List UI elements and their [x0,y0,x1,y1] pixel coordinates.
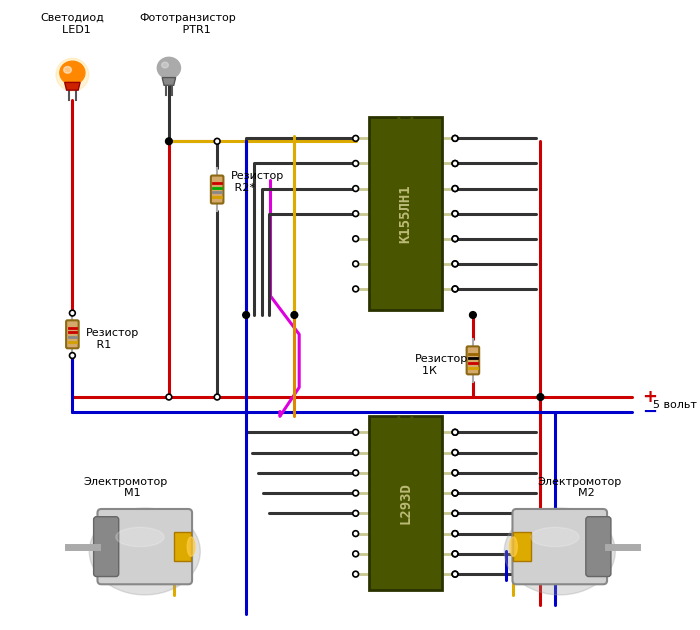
Circle shape [452,236,458,242]
Circle shape [452,135,458,141]
Circle shape [452,161,458,166]
Circle shape [452,161,458,166]
Circle shape [353,571,358,577]
Circle shape [69,353,76,358]
Ellipse shape [116,527,164,547]
Circle shape [452,211,458,217]
Polygon shape [64,83,80,90]
Bar [513,532,531,561]
Circle shape [470,312,476,318]
Circle shape [353,261,358,266]
Ellipse shape [504,508,615,595]
Circle shape [452,530,458,537]
Text: Электромотор
    М2: Электромотор М2 [537,477,621,498]
Circle shape [537,394,544,401]
Ellipse shape [56,59,89,91]
FancyBboxPatch shape [97,509,192,584]
Circle shape [353,161,358,166]
FancyBboxPatch shape [94,517,119,576]
Circle shape [452,450,458,455]
Circle shape [353,450,358,455]
Ellipse shape [90,508,200,595]
Circle shape [353,530,358,537]
Circle shape [353,236,358,242]
Circle shape [69,310,76,316]
Circle shape [452,490,458,496]
FancyBboxPatch shape [586,517,611,576]
Text: Резистор
 R2*: Резистор R2* [231,171,284,193]
Text: Светодиод
  LED1: Светодиод LED1 [41,13,104,35]
Circle shape [452,261,458,266]
Circle shape [452,186,458,192]
Circle shape [452,186,458,192]
Text: Резистор
  1К: Резистор 1К [415,355,468,376]
Bar [174,532,191,561]
Ellipse shape [510,537,517,556]
Circle shape [353,286,358,292]
Text: Резистор
   R1: Резистор R1 [86,328,139,350]
Circle shape [166,394,172,400]
Circle shape [452,470,458,476]
Circle shape [452,236,458,242]
Circle shape [243,312,249,318]
Text: L293D: L293D [398,482,412,524]
Bar [369,117,442,310]
Circle shape [214,394,220,400]
Text: К155ЛН1: К155ЛН1 [398,185,412,243]
Circle shape [452,571,458,577]
Circle shape [452,286,458,292]
Circle shape [353,211,358,217]
Circle shape [353,135,358,141]
Circle shape [452,510,458,516]
Circle shape [452,470,458,476]
Polygon shape [162,77,176,85]
Circle shape [452,211,458,217]
Ellipse shape [64,67,71,73]
Text: Фототранзистор
     PTR1: Фототранзистор PTR1 [140,13,237,35]
Circle shape [452,135,458,141]
Circle shape [452,450,458,455]
FancyBboxPatch shape [211,176,223,203]
Circle shape [452,551,458,557]
Circle shape [452,261,458,266]
Circle shape [452,430,458,435]
Circle shape [165,138,172,145]
Ellipse shape [187,537,195,556]
Text: +: + [642,388,657,406]
Circle shape [353,490,358,496]
Circle shape [452,510,458,516]
Bar [369,416,442,590]
Circle shape [353,430,358,435]
Circle shape [452,490,458,496]
FancyBboxPatch shape [467,346,480,374]
Text: −: − [642,403,657,420]
Circle shape [452,571,458,577]
Circle shape [452,286,458,292]
Ellipse shape [158,57,181,79]
Circle shape [214,139,220,144]
Circle shape [353,510,358,516]
Circle shape [452,430,458,435]
Circle shape [353,186,358,192]
Circle shape [353,551,358,557]
Circle shape [452,551,458,557]
Ellipse shape [531,527,579,547]
Text: 5 вольт: 5 вольт [653,400,697,410]
Text: Электромотор
    М1: Электромотор М1 [83,477,167,498]
FancyBboxPatch shape [512,509,607,584]
Ellipse shape [162,62,169,68]
FancyBboxPatch shape [66,320,78,348]
Circle shape [353,470,358,476]
Circle shape [291,312,298,318]
Ellipse shape [60,61,85,84]
Circle shape [452,530,458,537]
